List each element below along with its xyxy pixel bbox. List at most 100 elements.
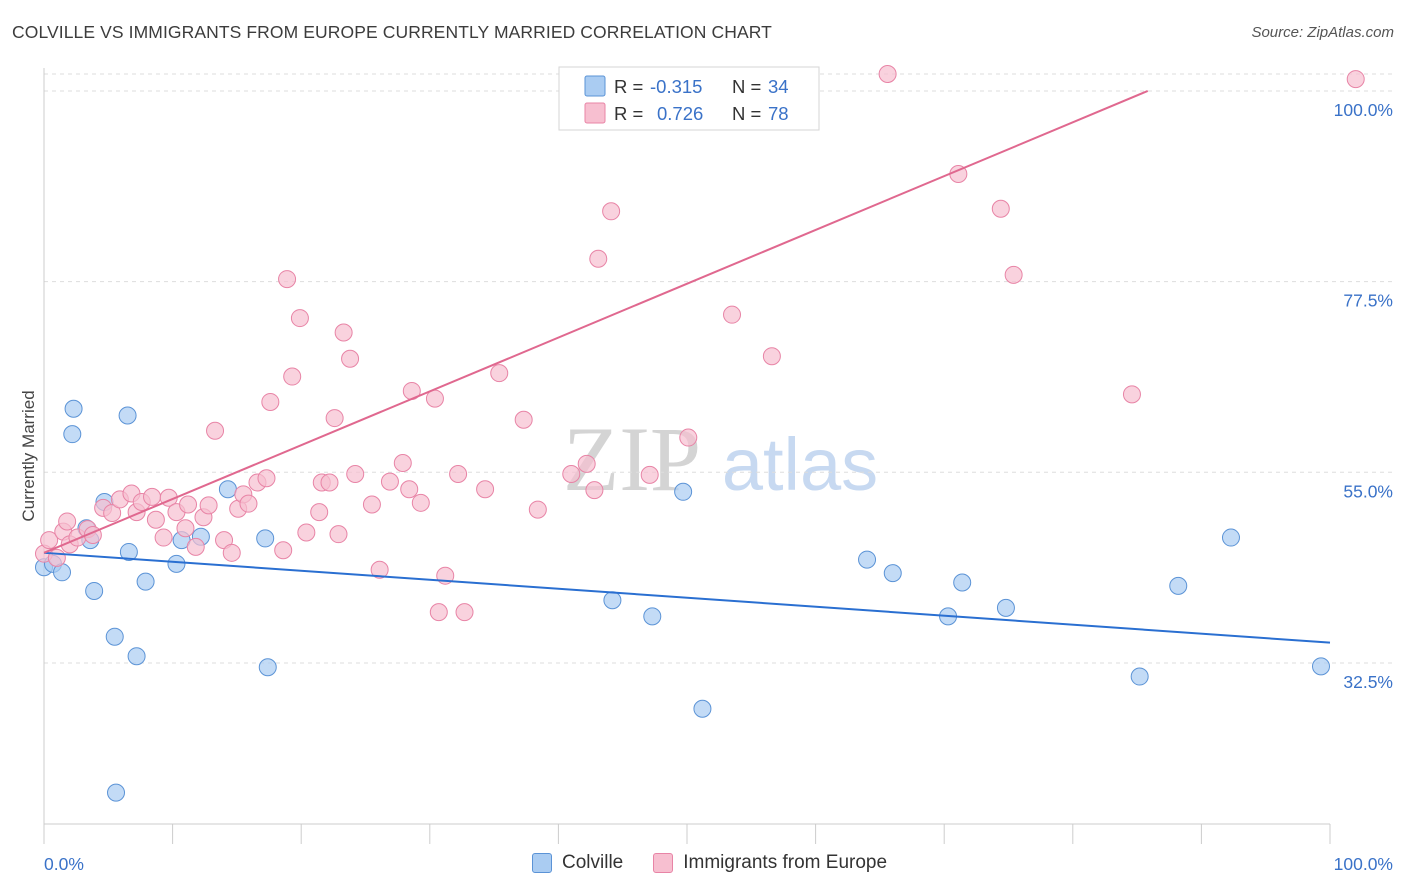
legend-label-colville: Colville — [562, 852, 624, 873]
legend-item-immigrants: Immigrants from Europe — [653, 852, 887, 874]
immigrants-point — [334, 323, 353, 342]
immigrants-point — [400, 480, 419, 499]
immigrants-point — [429, 603, 448, 622]
points — [35, 65, 1365, 802]
colville-point — [883, 564, 902, 583]
colville-point — [127, 647, 146, 666]
colville-point — [256, 529, 275, 548]
chart-title: COLVILLE VS IMMIGRANTS FROM EUROPE CURRE… — [12, 22, 772, 42]
colville-point — [136, 572, 155, 591]
legend-r-label-immigrants: R = — [614, 103, 643, 124]
y-tick-label: 77.5% — [1343, 291, 1393, 311]
colville-point — [167, 554, 186, 573]
immigrants-point — [103, 503, 122, 522]
colville-point — [1130, 667, 1149, 686]
x-tick-label-right: 100.0% — [1334, 854, 1393, 874]
immigrants-point — [40, 531, 59, 550]
immigrants-point — [278, 270, 297, 289]
immigrants-point — [585, 481, 604, 500]
legend-r-value-colville: -0.315 — [650, 76, 702, 97]
source-credit: Source: ZipAtlas.com — [1251, 24, 1394, 41]
immigrants-point — [449, 465, 468, 483]
immigrants-point — [274, 541, 293, 560]
immigrants-point — [362, 495, 381, 514]
legend-r-value-immigrants: 0.726 — [657, 103, 703, 124]
colville-point — [119, 542, 138, 561]
immigrants-point — [186, 537, 205, 556]
immigrants-point — [1004, 265, 1023, 284]
trendlines — [43, 90, 1331, 644]
colville-point — [64, 399, 83, 418]
colville-point — [953, 573, 972, 592]
colville-point — [674, 482, 693, 501]
gridlines — [44, 73, 1392, 664]
immigrants-point — [341, 349, 360, 368]
immigrants-point — [589, 249, 608, 268]
immigrants-point — [346, 465, 365, 483]
immigrants-point — [991, 199, 1010, 218]
colville-trendline — [43, 551, 1331, 644]
immigrants-point — [528, 500, 547, 519]
immigrants-point — [393, 453, 412, 472]
legend-swatch-colville-bottom — [532, 853, 552, 873]
immigrants-point — [206, 421, 225, 440]
immigrants-point — [146, 510, 165, 529]
colville-point — [996, 598, 1015, 617]
immigrants-point — [514, 410, 533, 429]
colville-point — [118, 406, 137, 425]
immigrants-point — [325, 409, 344, 428]
colville-point — [858, 550, 877, 569]
tick-labels: 32.5% 55.0% 77.5% 100.0% 0.0% 100.0% — [44, 100, 1393, 874]
colville-point — [85, 581, 104, 600]
watermark-atlas: atlas — [722, 423, 878, 506]
immigrants-point — [283, 367, 302, 386]
colville-point — [258, 658, 277, 677]
immigrants-point — [723, 305, 742, 324]
legend-n-value-immigrants: 78 — [768, 103, 789, 124]
immigrants-point — [455, 603, 474, 622]
legend-swatch-colville — [584, 75, 606, 97]
y-tick-label: 55.0% — [1343, 481, 1393, 501]
immigrants-point — [179, 495, 198, 514]
legend-swatch-immigrants — [584, 102, 606, 124]
immigrants-point — [239, 494, 258, 513]
immigrants-point — [878, 65, 897, 83]
immigrants-point — [370, 560, 389, 579]
immigrants-trendline — [43, 90, 1149, 554]
immigrants-point — [199, 496, 218, 515]
colville-point — [1169, 576, 1188, 595]
colville-point — [1221, 528, 1240, 547]
immigrants-point — [47, 548, 66, 567]
y-axis-label: Currently Married — [19, 390, 38, 521]
axes — [43, 68, 1331, 844]
immigrants-point — [257, 469, 276, 488]
immigrants-point — [1346, 70, 1365, 89]
immigrants-point — [577, 454, 596, 473]
colville-point — [643, 607, 662, 626]
immigrants-point — [679, 428, 698, 447]
immigrants-point — [476, 480, 495, 499]
immigrants-point — [297, 523, 316, 542]
correlation-legend: R = -0.315 N = 34 R = 0.726 N = 78 — [558, 66, 820, 131]
colville-point — [1311, 657, 1330, 676]
immigrants-point — [562, 465, 581, 483]
immigrants-point — [143, 487, 162, 506]
legend-label-immigrants: Immigrants from Europe — [683, 852, 888, 873]
immigrants-point — [640, 465, 659, 484]
immigrants-point — [222, 543, 241, 562]
immigrants-point — [320, 473, 339, 492]
immigrants-point — [290, 309, 309, 328]
legend-r-label-colville: R = — [614, 76, 643, 97]
immigrants-point — [329, 525, 348, 544]
immigrants-point — [58, 512, 77, 531]
immigrants-point — [411, 493, 430, 512]
immigrants-point — [380, 472, 399, 491]
immigrants-point — [602, 202, 621, 221]
colville-point — [105, 627, 124, 646]
legend-n-label-colville: N = — [732, 76, 761, 97]
immigrants-point — [490, 364, 509, 383]
colville-point — [218, 480, 237, 499]
legend-n-value-colville: 34 — [768, 76, 789, 97]
colville-point — [107, 783, 126, 802]
